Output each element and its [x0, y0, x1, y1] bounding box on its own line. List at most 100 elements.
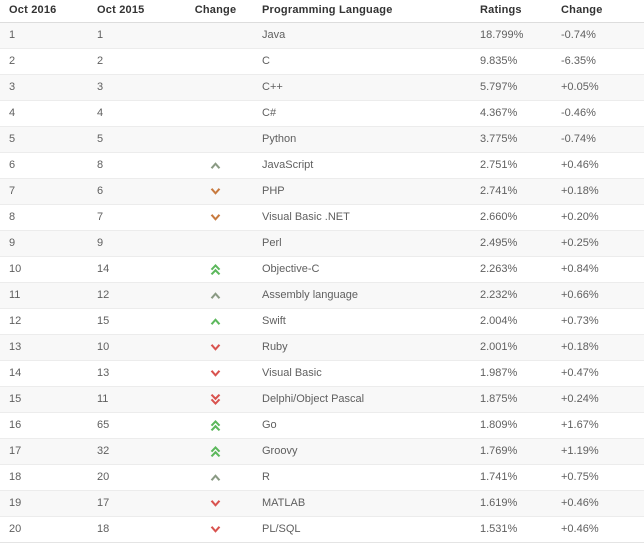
table-row: 2 2 C 9.835% -6.35% — [0, 48, 644, 75]
column-header-programming-language[interactable]: Programming Language — [253, 0, 471, 23]
cell-rank2016: 7 — [0, 178, 88, 205]
cell-language: Assembly language — [253, 282, 471, 309]
chevron-up-muted-icon — [209, 159, 222, 172]
column-header-change-direction[interactable]: Change — [178, 0, 253, 23]
chevron-up-bright-icon — [209, 315, 222, 328]
cell-delta: +0.46% — [552, 490, 644, 517]
cell-rank2016: 3 — [0, 74, 88, 101]
cell-language: Swift — [253, 308, 471, 335]
table-body: 1 1 Java 18.799% -0.74% 2 2 C 9.835% -6.35% 3 3 C++ 5… — [0, 22, 644, 543]
cell-change-direction — [178, 386, 253, 413]
cell-language: PL/SQL — [253, 516, 471, 543]
cell-language: Perl — [253, 230, 471, 257]
table-row: 11 12 Assembly language 2.232% +0.66% — [0, 282, 644, 309]
cell-rank2015: 8 — [88, 152, 178, 179]
table-row: 6 8 JavaScript 2.751% +0.46% — [0, 152, 644, 179]
table-row: 5 5 Python 3.775% -0.74% — [0, 126, 644, 153]
cell-language: Python — [253, 126, 471, 153]
cell-ratings: 1.531% — [471, 516, 552, 543]
cell-rank2016: 19 — [0, 490, 88, 517]
cell-delta: +0.24% — [552, 386, 644, 413]
cell-rank2015: 14 — [88, 256, 178, 283]
cell-change-direction — [178, 48, 253, 75]
table-row: 4 4 C# 4.367% -0.46% — [0, 100, 644, 127]
cell-delta: +0.05% — [552, 74, 644, 101]
cell-ratings: 2.495% — [471, 230, 552, 257]
chevron-down-bright-icon — [209, 341, 222, 354]
table-header: Oct 2016 Oct 2015 Change Programming Lan… — [0, 0, 644, 23]
cell-ratings: 4.367% — [471, 100, 552, 127]
cell-change-direction — [178, 152, 253, 179]
cell-rank2015: 12 — [88, 282, 178, 309]
chevron-up-muted-icon — [209, 471, 222, 484]
cell-delta: +0.20% — [552, 204, 644, 231]
cell-rank2015: 32 — [88, 438, 178, 465]
chevron-down-muted-icon — [209, 211, 222, 224]
chevron-double-up-icon — [209, 445, 222, 458]
cell-change-direction — [178, 334, 253, 361]
cell-language: Delphi/Object Pascal — [253, 386, 471, 413]
cell-rank2016: 14 — [0, 360, 88, 387]
table-row: 10 14 Objective-C 2.263% +0.84% — [0, 256, 644, 283]
cell-delta: +0.66% — [552, 282, 644, 309]
cell-delta: +0.18% — [552, 334, 644, 361]
cell-rank2016: 6 — [0, 152, 88, 179]
cell-rank2016: 18 — [0, 464, 88, 491]
table-row: 19 17 MATLAB 1.619% +0.46% — [0, 490, 644, 517]
cell-change-direction — [178, 412, 253, 439]
cell-ratings: 1.769% — [471, 438, 552, 465]
chevron-double-up-icon — [209, 263, 222, 276]
cell-language: JavaScript — [253, 152, 471, 179]
table-row: 8 7 Visual Basic .NET 2.660% +0.20% — [0, 204, 644, 231]
chevron-down-bright-icon — [209, 497, 222, 510]
cell-language: C — [253, 48, 471, 75]
cell-change-direction — [178, 74, 253, 101]
cell-language: Groovy — [253, 438, 471, 465]
cell-rank2016: 16 — [0, 412, 88, 439]
cell-rank2015: 20 — [88, 464, 178, 491]
table-row: 14 13 Visual Basic 1.987% +0.47% — [0, 360, 644, 387]
cell-rank2015: 4 — [88, 100, 178, 127]
cell-language: PHP — [253, 178, 471, 205]
table-row: 18 20 R 1.741% +0.75% — [0, 464, 644, 491]
cell-ratings: 1.619% — [471, 490, 552, 517]
cell-change-direction — [178, 516, 253, 543]
column-header-rank-2016[interactable]: Oct 2016 — [0, 0, 88, 23]
cell-delta: -0.74% — [552, 22, 644, 49]
cell-language: C# — [253, 100, 471, 127]
table-row: 9 9 Perl 2.495% +0.25% — [0, 230, 644, 257]
chevron-double-down-icon — [209, 393, 222, 406]
cell-language: R — [253, 464, 471, 491]
table-row: 15 11 Delphi/Object Pascal 1.875% +0.24% — [0, 386, 644, 413]
chevron-down-muted-icon — [209, 185, 222, 198]
table-row: 20 18 PL/SQL 1.531% +0.46% — [0, 516, 644, 543]
cell-delta: +0.46% — [552, 516, 644, 543]
cell-change-direction — [178, 178, 253, 205]
cell-change-direction — [178, 360, 253, 387]
chevron-down-bright-icon — [209, 367, 222, 380]
cell-delta: +0.46% — [552, 152, 644, 179]
table-row: 1 1 Java 18.799% -0.74% — [0, 22, 644, 49]
column-header-change-percent[interactable]: Change — [552, 0, 644, 23]
chevron-double-up-icon — [209, 419, 222, 432]
cell-change-direction — [178, 464, 253, 491]
cell-rank2015: 15 — [88, 308, 178, 335]
cell-rank2015: 3 — [88, 74, 178, 101]
column-header-rank-2015[interactable]: Oct 2015 — [88, 0, 178, 23]
cell-change-direction — [178, 204, 253, 231]
table-header-row: Oct 2016 Oct 2015 Change Programming Lan… — [0, 0, 644, 23]
cell-delta: +0.84% — [552, 256, 644, 283]
cell-rank2016: 17 — [0, 438, 88, 465]
cell-rank2015: 6 — [88, 178, 178, 205]
cell-ratings: 2.004% — [471, 308, 552, 335]
cell-rank2015: 1 — [88, 22, 178, 49]
column-header-ratings[interactable]: Ratings — [471, 0, 552, 23]
cell-rank2016: 4 — [0, 100, 88, 127]
cell-delta: -0.46% — [552, 100, 644, 127]
cell-ratings: 2.751% — [471, 152, 552, 179]
cell-language: Visual Basic .NET — [253, 204, 471, 231]
cell-rank2015: 11 — [88, 386, 178, 413]
cell-language: Java — [253, 22, 471, 49]
cell-change-direction — [178, 438, 253, 465]
cell-delta: +0.47% — [552, 360, 644, 387]
